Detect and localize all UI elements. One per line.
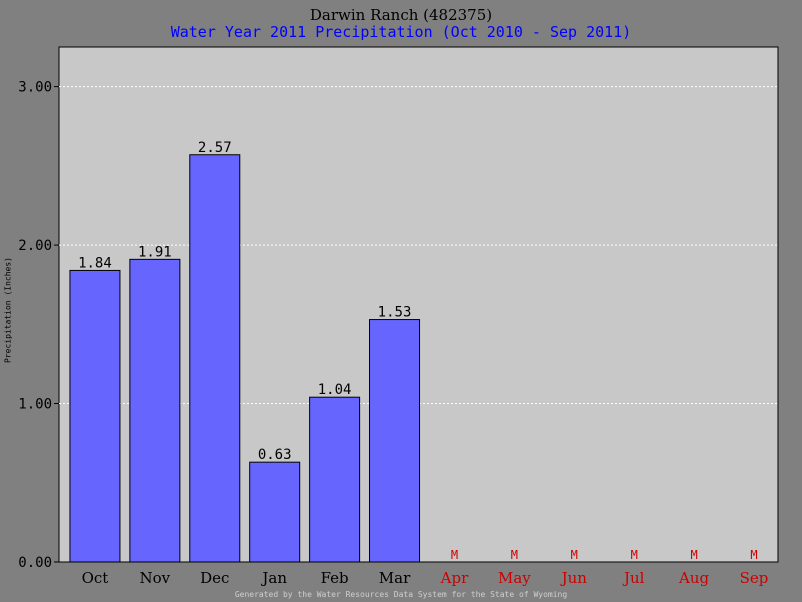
- bar: [249, 461, 301, 563]
- footer-credit: Generated by the Water Resources Data Sy…: [234, 590, 568, 599]
- data-label: 1.84: [78, 255, 112, 271]
- x-tick-label: Aug: [678, 569, 709, 587]
- bar: [309, 396, 361, 563]
- x-tick-label: Jun: [560, 569, 588, 587]
- data-label: 1.91: [138, 244, 172, 260]
- chart-title: Darwin Ranch (482375): [309, 6, 493, 24]
- x-tick-label: Dec: [200, 569, 229, 587]
- x-tick-label: Nov: [140, 569, 171, 587]
- x-tick-label: Jan: [260, 569, 287, 587]
- bar: [69, 269, 121, 563]
- data-label: 0.63: [258, 447, 292, 463]
- data-label: 2.57: [198, 140, 232, 156]
- missing-marker: M: [631, 548, 638, 562]
- x-tick-label: Feb: [321, 569, 349, 587]
- y-tick-label: 3.00: [18, 80, 52, 96]
- data-label: 1.53: [378, 305, 412, 321]
- missing-marker: M: [511, 548, 518, 562]
- missing-marker: M: [451, 548, 458, 562]
- x-tick-label: Oct: [82, 569, 109, 587]
- missing-marker: M: [690, 548, 697, 562]
- x-tick-label: Mar: [379, 569, 411, 587]
- x-tick-label: Jul: [622, 569, 645, 587]
- x-tick-label: Sep: [740, 569, 769, 587]
- y-tick-label: 1.00: [18, 397, 52, 413]
- missing-marker: M: [750, 548, 757, 562]
- data-label: 1.04: [318, 382, 352, 398]
- bar: [129, 258, 181, 563]
- bar: [189, 154, 241, 563]
- x-tick-label: May: [498, 569, 531, 587]
- y-tick-label: 0.00: [18, 555, 52, 571]
- x-tick-label: Apr: [440, 569, 469, 587]
- missing-marker: M: [571, 548, 578, 562]
- bar: [369, 319, 421, 563]
- y-tick-label: 2.00: [18, 238, 52, 254]
- chart-subtitle: Water Year 2011 Precipitation (Oct 2010 …: [170, 23, 632, 41]
